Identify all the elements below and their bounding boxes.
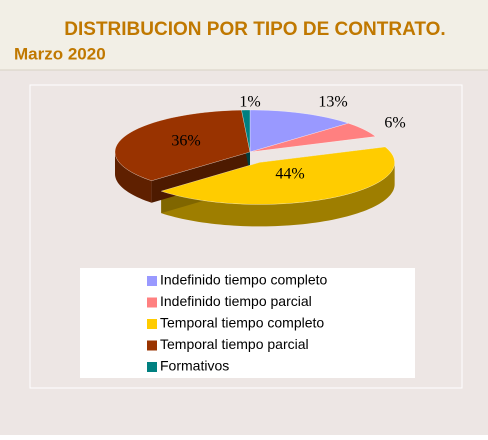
legend-label: Formativos <box>160 358 229 374</box>
legend-label: Temporal tiempo parcial <box>160 336 309 352</box>
slice <box>249 122 377 153</box>
slice <box>114 109 251 182</box>
legend-label: Temporal tiempo completo <box>160 315 324 331</box>
legend-label: Indefinido tiempo completo <box>160 272 328 288</box>
legend-label: Indefinido tiempo parcial <box>160 293 312 309</box>
plot-frame <box>29 84 463 389</box>
slice <box>241 109 251 153</box>
legend-swatch <box>147 362 157 372</box>
data-label: 44% <box>275 166 304 183</box>
data-label: 6% <box>384 115 405 132</box>
legend-swatch <box>147 276 157 286</box>
legend-swatch <box>147 319 157 329</box>
chart-subtitle: Marzo 2020 <box>14 44 106 63</box>
chart-title: DISTRIBUCION POR TIPO DE CONTRATO. <box>64 19 445 40</box>
data-label: 1% <box>239 94 260 111</box>
slice-side <box>115 152 152 203</box>
data-label: 36% <box>171 133 200 150</box>
legend-swatch <box>147 297 157 308</box>
legend <box>80 268 415 378</box>
data-label: 13% <box>318 94 347 111</box>
header <box>0 0 488 70</box>
legend-swatch <box>147 340 157 351</box>
slice-side <box>161 162 395 227</box>
slice <box>249 109 350 153</box>
slice <box>160 146 395 205</box>
